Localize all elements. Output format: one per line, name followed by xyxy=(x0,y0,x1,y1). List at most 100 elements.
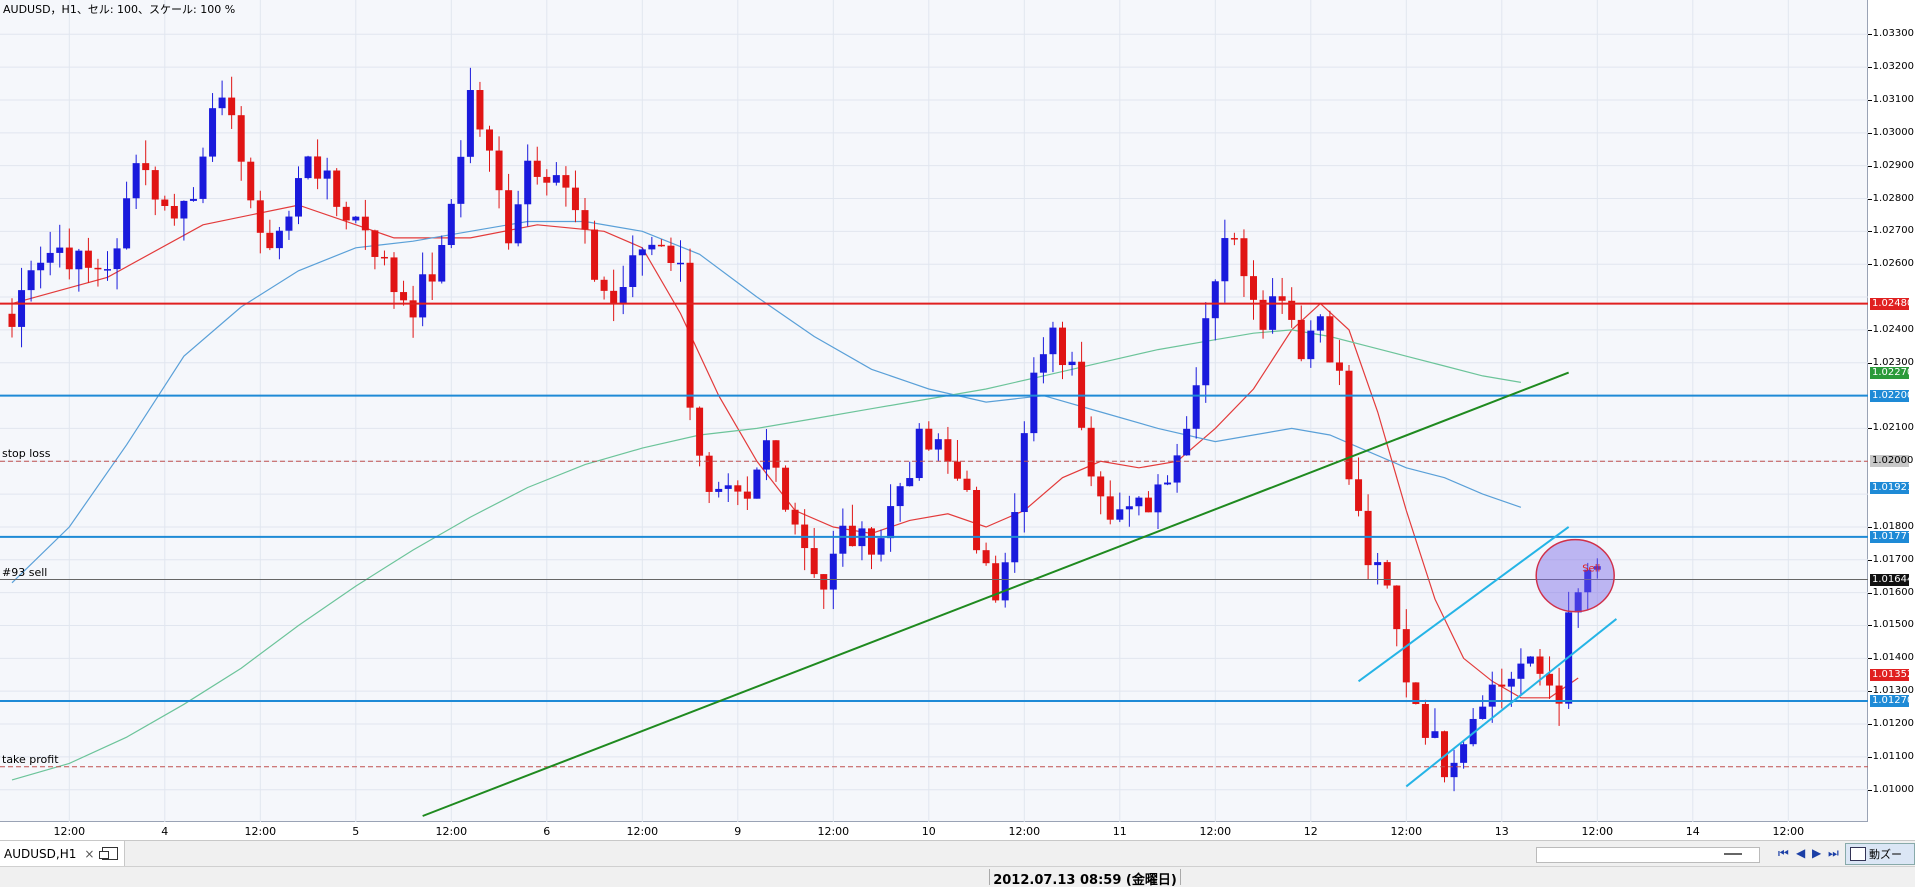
time-tick-label: 12:00 xyxy=(53,825,86,838)
bear-candle xyxy=(953,461,961,479)
bear-candle xyxy=(409,300,417,318)
bear-candle xyxy=(1393,585,1401,630)
close-icon[interactable]: × xyxy=(84,846,95,861)
time-tick-label: 9 xyxy=(734,825,742,838)
price-tick-mark xyxy=(1868,231,1872,233)
first-page-icon[interactable]: ⏮ xyxy=(1778,846,1789,860)
price-scale[interactable]: 1.03300 1.03200 1.03100 1.03000 1.02900 1.028… xyxy=(1868,0,1915,822)
price-tick-mark xyxy=(1868,691,1872,693)
bull-candle xyxy=(304,156,312,179)
bull-candle xyxy=(1488,684,1496,707)
bear-candle xyxy=(705,455,713,492)
time-tick-label: 11 xyxy=(1112,825,1127,838)
bull-candle xyxy=(419,274,427,318)
scroll-thumb[interactable] xyxy=(1720,850,1746,858)
price-badge: 1.02270 xyxy=(1870,366,1914,379)
bull-candle xyxy=(1068,361,1076,366)
bear-candle xyxy=(486,129,493,151)
channel-lower-line xyxy=(1405,618,1618,788)
bull-candle xyxy=(1049,327,1057,355)
time-tick-label: 12:00 xyxy=(1008,825,1041,838)
bear-candle xyxy=(142,163,150,171)
time-tick-label: 12 xyxy=(1303,825,1318,838)
time-tick-label: 12:00 xyxy=(244,825,277,838)
time-scale[interactable]: 12:00 4 12:00 5 12:00 6 12:00 9 12:00 10 12:00 11 12… xyxy=(0,822,1868,840)
next-page-icon[interactable]: ▶ xyxy=(1812,846,1822,860)
status-datetime: 2012.07.13 08:59 (金曜日) xyxy=(989,869,1181,888)
bull-candle xyxy=(104,269,111,271)
bear-candle xyxy=(696,407,704,456)
bear-candle xyxy=(380,256,388,259)
new-window-icon[interactable] xyxy=(99,847,119,860)
price-tick-mark xyxy=(1868,34,1872,36)
price-tick-label: 1.01000 xyxy=(1872,783,1914,795)
bull-candle xyxy=(839,525,847,554)
bear-candle xyxy=(820,574,828,590)
bull-candle xyxy=(1593,566,1601,570)
moving-average-line xyxy=(11,220,1522,584)
bull-candle xyxy=(27,270,35,291)
bear-candle xyxy=(333,170,341,207)
price-tick-label: 1.03000 xyxy=(1872,126,1914,138)
chart-scrollbar[interactable] xyxy=(1536,847,1760,863)
chart-canvas: Sell xyxy=(0,0,1868,822)
price-tick-mark xyxy=(1868,132,1872,134)
time-tick-label: 6 xyxy=(543,825,551,838)
status-bar: 2012.07.13 08:59 (金曜日) xyxy=(0,866,1915,888)
time-tick-label: 13 xyxy=(1494,825,1509,838)
time-tick-label: 4 xyxy=(161,825,169,838)
bear-candle xyxy=(944,439,952,462)
bull-candle xyxy=(113,248,121,270)
prev-page-icon[interactable]: ◀ xyxy=(1796,846,1806,860)
bull-candle xyxy=(189,198,197,201)
time-tick-label: 12:00 xyxy=(1772,825,1805,838)
bull-candle xyxy=(1116,509,1124,520)
auto-zoom-button[interactable]: 動ズー xyxy=(1845,843,1915,865)
bull-candle xyxy=(1574,592,1582,613)
last-page-icon[interactable]: ⏭ xyxy=(1828,846,1839,860)
bull-candle xyxy=(762,440,770,470)
bull-candle xyxy=(1374,562,1382,566)
zoom-label: 動ズー xyxy=(1869,848,1902,861)
tab-bar: AUDUSD,H1 × ⏮ ◀ ▶ ⏭ 動ズー xyxy=(0,840,1915,867)
bull-candle xyxy=(1460,744,1468,763)
bear-candle xyxy=(1240,238,1248,277)
bull-candle xyxy=(1431,731,1439,738)
bear-candle xyxy=(982,550,990,564)
price-tick-label: 1.01500 xyxy=(1872,619,1914,631)
price-tick-label: 1.03200 xyxy=(1872,61,1914,73)
bear-candle xyxy=(1498,684,1506,687)
bear-candle xyxy=(782,467,790,510)
price-badge: 1.01644 xyxy=(1870,573,1914,586)
price-tick-mark xyxy=(1868,428,1872,430)
bull-candle xyxy=(295,178,302,217)
chart-tab[interactable]: AUDUSD,H1 × xyxy=(0,841,126,866)
price-badge: 1.02200 xyxy=(1870,389,1914,402)
bull-candle xyxy=(275,230,283,249)
bull-candle xyxy=(1030,372,1038,434)
bear-candle xyxy=(505,190,513,244)
bear-candle xyxy=(734,485,742,492)
price-tick-label: 1.02900 xyxy=(1872,159,1914,171)
sell-marker-circle xyxy=(1535,538,1615,613)
chart-area[interactable]: Sell AUDUSD，H1、セル: 100、スケール: 100 % stop … xyxy=(0,0,1868,822)
bear-candle xyxy=(571,187,579,211)
bull-candle xyxy=(132,163,140,199)
moving-average-line xyxy=(11,204,1579,699)
bull-candle xyxy=(934,439,942,450)
bull-candle xyxy=(1173,455,1181,483)
bear-candle xyxy=(151,170,159,200)
take-profit-label: take profit xyxy=(2,752,59,766)
price-badge: 1.01270 xyxy=(1870,695,1914,708)
price-tick-mark xyxy=(1868,264,1872,266)
bull-candle xyxy=(1269,296,1277,330)
bear-candle xyxy=(1106,496,1114,520)
price-tick-mark xyxy=(1868,559,1872,561)
bear-candle xyxy=(476,90,484,130)
bull-candle xyxy=(552,175,560,183)
bear-candle xyxy=(237,115,245,162)
price-tick-mark xyxy=(1868,99,1872,101)
bull-candle xyxy=(1307,330,1315,360)
bull-candle xyxy=(619,287,627,304)
moving-average-line xyxy=(11,329,1522,781)
